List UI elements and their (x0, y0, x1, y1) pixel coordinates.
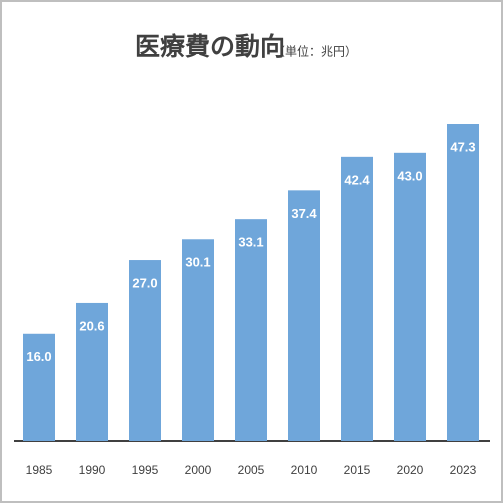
bar (288, 190, 320, 441)
x-tick-label: 2023 (450, 463, 477, 477)
x-tick-label: 2010 (291, 463, 318, 477)
bar (129, 260, 161, 441)
bar (182, 239, 214, 441)
value-label: 43.0 (397, 168, 422, 183)
x-tick-label: 2015 (344, 463, 371, 477)
bar (76, 302, 108, 441)
bar (447, 124, 479, 441)
value-label: 47.3 (450, 139, 475, 154)
x-tick-label: 2020 (397, 463, 424, 477)
value-label: 20.6 (79, 318, 104, 333)
x-tick-label: 1995 (132, 463, 159, 477)
x-tick-label: 1990 (79, 463, 106, 477)
chart-subtitle: （単位：兆円） (273, 44, 357, 59)
value-label: 33.1 (238, 235, 263, 250)
x-tick-label: 1985 (26, 463, 53, 477)
x-tick-label: 2000 (185, 463, 212, 477)
bar (235, 219, 267, 441)
chart-title: 医療費の動向 (135, 32, 285, 61)
value-label: 37.4 (291, 206, 317, 221)
bar (341, 156, 373, 441)
value-label: 42.4 (344, 172, 370, 187)
value-label: 16.0 (26, 349, 51, 364)
value-label: 30.1 (185, 255, 210, 270)
bar (23, 333, 55, 441)
bar (394, 152, 426, 441)
value-label: 27.0 (132, 275, 157, 290)
x-tick-label: 2005 (238, 463, 265, 477)
